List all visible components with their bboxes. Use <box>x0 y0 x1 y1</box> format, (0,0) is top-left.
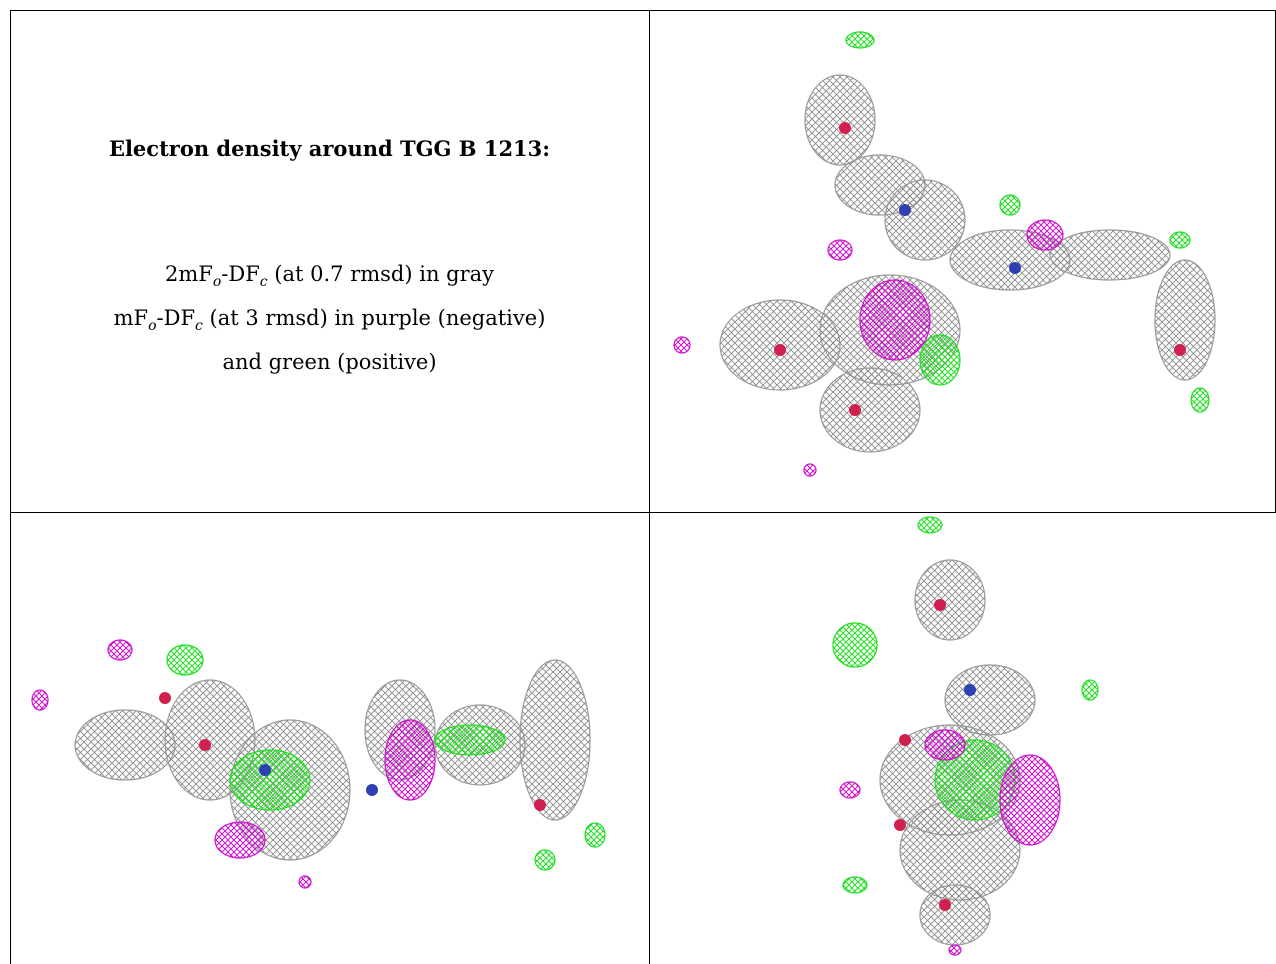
density-view-1 <box>673 31 1216 477</box>
density-view-2 <box>31 639 606 889</box>
caption-line: mFo-DFc (at 3 rmsd) in purple (negative) <box>10 300 649 344</box>
subscript: c <box>195 318 203 335</box>
caption-text: (at 3 rmsd) in purple (negative) <box>202 306 546 331</box>
caption-text: mF <box>113 306 149 331</box>
caption-text: 2mF <box>164 262 213 286</box>
caption-text: -DF <box>221 262 260 286</box>
caption-text: -DF <box>156 306 196 331</box>
caption-lines: 2mFo-DFc (at 0.7 rmsd) in gray mFo-DFc (a… <box>10 256 649 380</box>
subscript: o <box>212 274 222 291</box>
caption-line: and green (positive) <box>10 344 649 380</box>
caption-text: (at 0.7 rmsd) in gray <box>267 262 495 286</box>
caption-line: 2mFo-DFc (at 0.7 rmsd) in gray <box>10 256 649 300</box>
subscript: c <box>259 274 268 291</box>
density-view-3 <box>832 516 1099 956</box>
caption-text: and green (positive) <box>222 350 437 375</box>
caption-cell: Electron density around TGG B 1213: 2mFo… <box>10 10 649 512</box>
caption-title: Electron density around TGG B 1213: <box>108 136 551 161</box>
subscript: o <box>148 318 157 335</box>
